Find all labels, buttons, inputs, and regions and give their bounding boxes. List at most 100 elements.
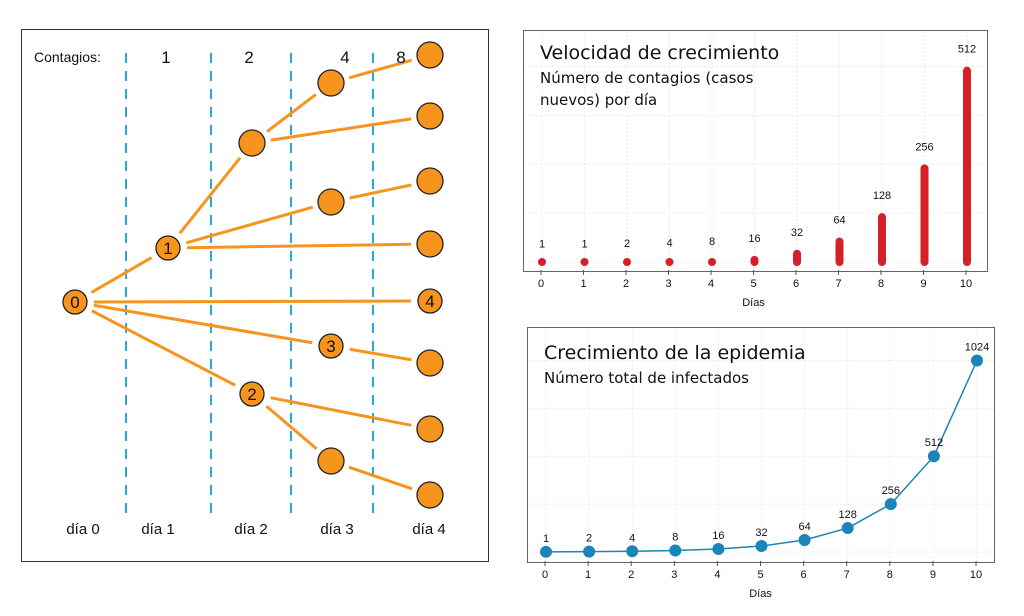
x-tick-label: 2	[628, 569, 634, 581]
node-number-label: 0	[70, 293, 79, 312]
data-point	[971, 354, 983, 367]
point-value-label: 16	[712, 530, 724, 542]
numbered-person-node	[155, 235, 181, 261]
contagion-count-label: 2	[244, 48, 253, 67]
numbered-person-node	[417, 288, 443, 314]
transmission-edge	[186, 242, 412, 250]
transmission-edge	[270, 396, 412, 427]
day-label: día 2	[234, 521, 267, 538]
x-tick-label: 8	[878, 278, 884, 290]
new-cases-plot: Velocidad de crecimiento Número de contag…	[524, 31, 987, 271]
transmission-edge	[93, 299, 412, 304]
total-infected-plot: Crecimiento de la epidemia Número total d…	[528, 328, 994, 562]
bar-value-label: 1	[581, 239, 587, 251]
contagion-count-label: 1	[161, 48, 170, 67]
person-node	[317, 69, 345, 97]
node-number-label: 4	[425, 292, 434, 311]
bar-mark	[878, 213, 886, 266]
day-label: día 1	[141, 521, 174, 538]
bar-mark	[963, 66, 971, 266]
chart-subtitle-line: Número total de infectados	[544, 369, 749, 387]
bar-value-label: 32	[791, 227, 803, 239]
chart-title: Crecimiento de la epidemia	[544, 342, 806, 364]
person-node	[416, 102, 444, 130]
x-tick-label: 0	[538, 278, 544, 290]
person-node	[416, 415, 444, 443]
point-value-label: 1	[543, 533, 549, 545]
data-point	[712, 543, 725, 556]
data-point	[669, 544, 682, 557]
person-node	[317, 188, 345, 216]
person-node	[416, 230, 444, 258]
x-tick-label: 7	[835, 278, 841, 290]
x-tick-label: 1	[580, 278, 586, 290]
x-tick-label: 5	[757, 569, 763, 581]
bar-mark	[580, 258, 589, 266]
bar-mark	[623, 258, 631, 266]
chart-title: Velocidad de crecimiento	[540, 42, 779, 64]
new-cases-chart: Velocidad de crecimiento Número de contag…	[523, 30, 988, 272]
node-number-label: 1	[163, 239, 172, 258]
x-tick-label: 10	[970, 569, 982, 581]
x-tick-label: 9	[930, 569, 936, 581]
contagion-count-label: 4	[340, 48, 349, 67]
transmission-edge	[348, 58, 413, 80]
person-node	[317, 447, 345, 475]
contagion-count-label: 8	[396, 48, 405, 67]
x-tick-label: 7	[844, 569, 850, 581]
data-point	[540, 545, 552, 558]
transmission-edge	[349, 183, 412, 200]
transmission-edge	[265, 405, 318, 450]
bar-value-label: 256	[915, 141, 933, 153]
point-value-label: 128	[839, 509, 857, 521]
point-value-label: 512	[925, 437, 943, 449]
chart-subtitle-line: nuevos) por día	[540, 91, 657, 109]
point-value-label: 1024	[965, 341, 989, 353]
day-label: día 3	[320, 521, 353, 538]
x-tick-label: 1	[585, 569, 591, 581]
x-axis-label: Días	[742, 297, 765, 309]
data-point	[884, 498, 897, 511]
point-value-label: 32	[755, 527, 767, 539]
bar-value-label: 8	[709, 236, 715, 248]
transmission-edge	[93, 303, 313, 345]
transmission-edge	[348, 465, 413, 491]
bar-value-label: 2	[624, 238, 630, 250]
x-tick-label: 6	[793, 278, 799, 290]
data-point	[798, 534, 811, 547]
transmission-edge	[266, 93, 317, 133]
point-value-label: 8	[672, 532, 678, 544]
x-tick-label: 8	[887, 569, 893, 581]
data-point	[626, 545, 639, 558]
bar-mark	[665, 258, 674, 266]
bar-value-label: 512	[958, 44, 976, 56]
bar-mark	[538, 258, 546, 266]
bar-mark	[920, 164, 929, 266]
x-tick-label: 10	[960, 278, 972, 290]
transmission-edge	[178, 156, 242, 235]
numbered-person-node	[318, 333, 344, 359]
person-node	[416, 41, 444, 69]
transmission-edge	[91, 309, 236, 387]
x-tick-label: 4	[708, 278, 714, 290]
person-node	[238, 129, 266, 157]
data-point	[583, 545, 596, 558]
person-node	[416, 349, 444, 377]
propagation-tree-panel: 0 1 2 3 4 Contagios: 1 2 4 8 día 0 día 1 día 2 día 3 d…	[21, 29, 489, 562]
point-value-label: 64	[798, 521, 810, 533]
total-infected-chart: Crecimiento de la epidemia Número total d…	[527, 327, 995, 563]
x-tick-label: 6	[801, 569, 807, 581]
x-tick-label: 9	[920, 278, 926, 290]
day-label: día 0	[66, 521, 99, 538]
bar-value-label: 128	[873, 190, 891, 202]
bar-value-label: 64	[833, 215, 845, 227]
new-cases-x-axis: 0 1 2 3 4 5 6 7 8 9 10 Días	[538, 270, 972, 309]
node-number-label: 3	[326, 337, 335, 356]
bar-mark	[835, 237, 844, 266]
data-point	[841, 522, 854, 535]
bar-value-label: 16	[748, 233, 760, 245]
bar-value-label: 1	[539, 239, 545, 251]
x-tick-label: 0	[542, 569, 548, 581]
day-label: día 4	[412, 521, 445, 538]
transmission-edge	[349, 347, 412, 362]
